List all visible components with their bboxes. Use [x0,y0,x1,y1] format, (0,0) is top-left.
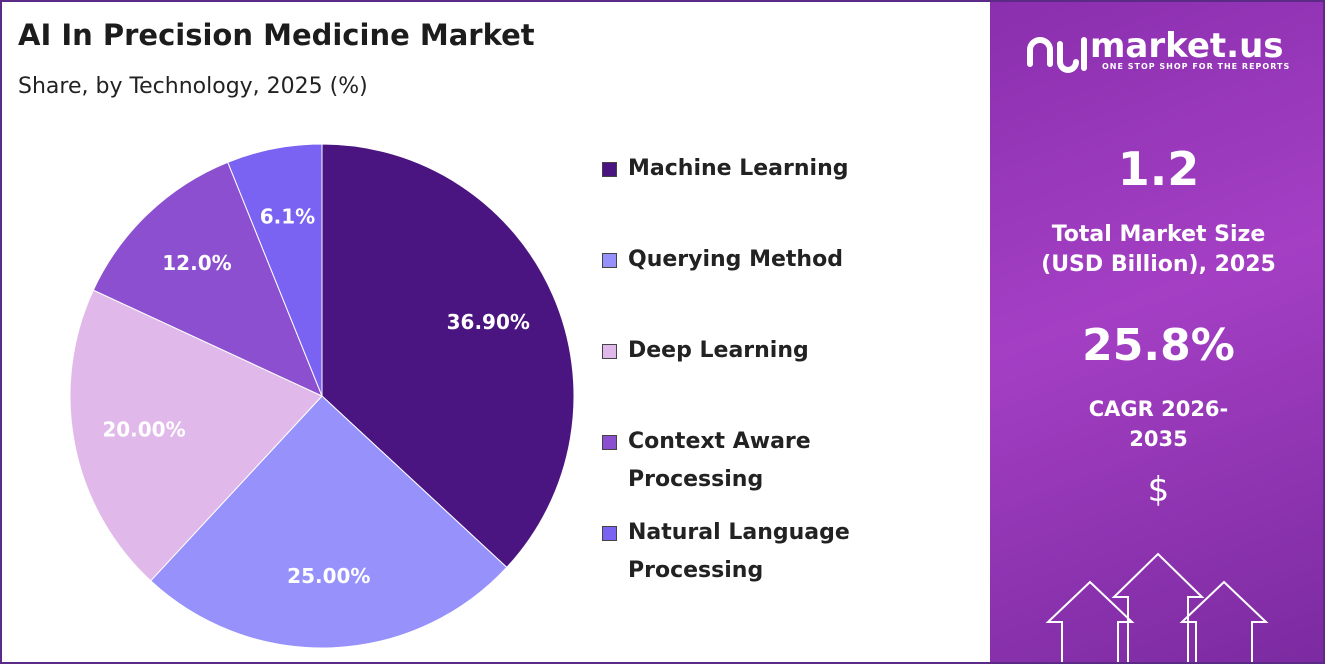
legend-item: Deep Learning [602,332,972,370]
legend-swatch [602,435,617,450]
pie-slice [92,161,323,397]
pie-slice [321,143,575,569]
pie-slice [227,143,323,397]
data-label: 36.90% [447,310,530,334]
legend-label: Context Aware Processing [628,429,811,492]
pie-chart: 36.90% 25.00% 20.00% 12.0% 6.1% [69,143,575,649]
legend-label: Deep Learning [628,338,809,363]
brand: market.us [1090,26,1284,66]
sidebar: market.us ONE STOP SHOP FOR THE REPORTS … [990,2,1323,662]
legend-swatch [602,526,617,541]
currency-icon: $ [1147,470,1170,510]
tagline: ONE STOP SHOP FOR THE REPORTS [1102,62,1291,71]
pie-slice [149,395,508,649]
pie-slice [69,289,323,582]
legend-label: Natural Language Processing [628,520,850,583]
legend-item: Querying Method [602,241,972,279]
legend-label: Machine Learning [628,156,849,181]
data-label: 6.1% [260,204,315,228]
legend-swatch [602,162,617,177]
legend-label: Querying Method [628,247,843,272]
market-size: 1.2 [1117,142,1200,196]
data-label: 20.00% [102,418,185,442]
chart-subtitle: Share, by Technology, 2025 (%) [18,74,368,99]
chart-title: AI In Precision Medicine Market [18,18,535,52]
market-size-label: Total Market Size (USD Billion), 2025 [1041,222,1276,277]
sidebar-decor [1027,37,1269,662]
legend-item: Context Aware Processing [602,423,972,499]
cagr-label: CAGR 2026-2035 [1088,397,1229,451]
legend-item: Machine Learning [602,150,972,188]
data-label: 25.00% [287,564,370,588]
data-label: 12.0% [162,251,231,275]
legend-swatch [602,344,617,359]
arrows [1045,552,1269,662]
cagr: 25.8% [1082,320,1235,371]
legend-swatch [602,253,617,268]
legend-item: Natural Language Processing [602,514,972,590]
logo-icon [1027,37,1087,73]
